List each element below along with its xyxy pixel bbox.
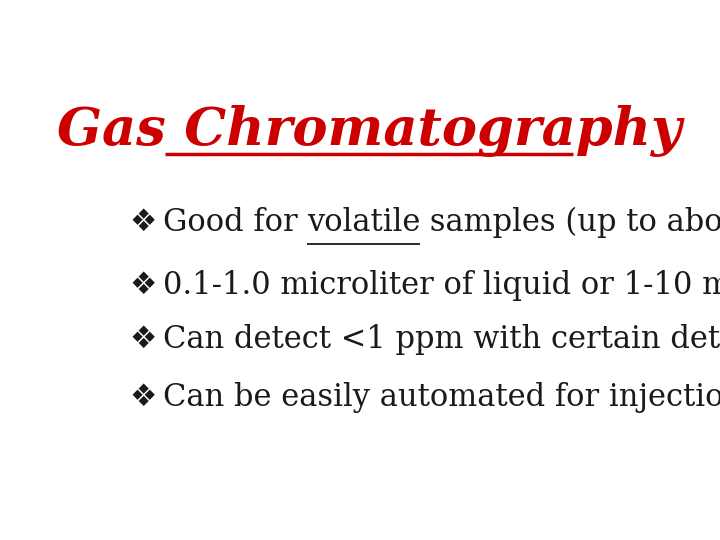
Text: Can detect <1 ppm with certain detectors: Can detect <1 ppm with certain detectors <box>163 323 720 355</box>
Text: Can be easily automated for injection and data analysis: Can be easily automated for injection an… <box>163 382 720 413</box>
Text: volatile: volatile <box>307 207 420 238</box>
Text: Gas Chromatography: Gas Chromatography <box>57 105 681 157</box>
Text: ❖: ❖ <box>129 271 156 300</box>
Text: samples (up to about 250 ºC): samples (up to about 250 ºC) <box>420 207 720 239</box>
Text: ❖: ❖ <box>129 208 156 237</box>
Text: ❖: ❖ <box>129 383 156 412</box>
Text: 0.1-1.0 microliter of liquid or 1-10 ml vapor: 0.1-1.0 microliter of liquid or 1-10 ml … <box>163 269 720 301</box>
Text: ❖: ❖ <box>129 325 156 354</box>
Text: Good for: Good for <box>163 207 307 238</box>
